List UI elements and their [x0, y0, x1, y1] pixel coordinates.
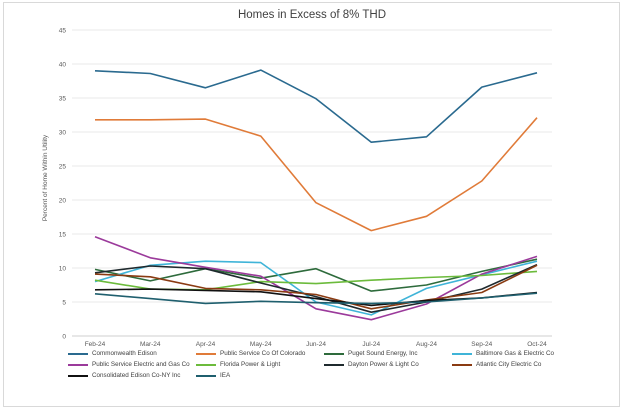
legend-swatch — [68, 352, 88, 355]
series-line-9 — [94, 292, 538, 305]
x-tick-label: Aug-24 — [416, 341, 437, 348]
x-tick-label: Mar-24 — [140, 341, 161, 348]
x-tick-label: May-24 — [250, 341, 272, 348]
legend-item: Consolidated Edison Co-NY Inc — [68, 372, 186, 379]
legend-item: Public Service Co Of Colorado — [196, 350, 314, 357]
legend: Commonwealth Edison Public Service Co Of … — [68, 350, 608, 379]
y-tick-label: 0 — [62, 333, 66, 340]
legend-item: Public Service Electric and Gas Co — [68, 361, 190, 368]
legend-item: Commonwealth Edison — [68, 350, 186, 357]
y-tick-label: 10 — [59, 265, 67, 272]
series-lines — [94, 69, 538, 321]
legend-swatch — [324, 363, 344, 366]
legend-label: Puget Sound Energy, Inc — [348, 350, 418, 357]
legend-item: Atlantic City Electric Co — [452, 361, 570, 368]
legend-item: Puget Sound Energy, Inc — [324, 350, 442, 357]
y-tick-label: 20 — [59, 197, 67, 204]
legend-item: Florida Power & Light — [196, 361, 314, 368]
y-tick-label: 35 — [59, 95, 67, 102]
legend-label: Consolidated Edison Co-NY Inc — [92, 372, 181, 379]
grid — [72, 29, 552, 337]
y-tick-label: 45 — [59, 27, 67, 34]
legend-label: Baltimore Gas & Electric Co — [476, 350, 555, 357]
legend-swatch — [196, 363, 216, 366]
series-line-4 — [94, 235, 538, 321]
legend-swatch — [452, 352, 472, 355]
legend-label: Commonwealth Edison — [92, 350, 157, 357]
series-line-7 — [94, 264, 538, 310]
legend-swatch — [324, 352, 344, 355]
series-line-6 — [94, 263, 538, 314]
y-tick-label: 5 — [62, 299, 66, 306]
y-tick-label: 30 — [59, 129, 67, 136]
legend-swatch — [452, 363, 472, 366]
x-tick-label: Jul-24 — [362, 341, 380, 348]
legend-item: Baltimore Gas & Electric Co — [452, 350, 570, 357]
legend-swatch — [196, 374, 216, 377]
legend-item: Dayton Power & Light Co — [324, 361, 442, 368]
legend-item: IEA — [196, 372, 314, 379]
legend-label: Public Service Co Of Colorado — [220, 350, 306, 357]
y-tick-label: 15 — [59, 231, 67, 238]
series-line-0 — [94, 69, 538, 143]
x-tick-label: Apr-24 — [196, 341, 216, 348]
x-tick-label: Feb-24 — [85, 341, 106, 348]
legend-label: IEA — [220, 372, 231, 379]
legend-swatch — [196, 352, 216, 355]
y-axis-label: Percent of Home Within Utility — [42, 134, 49, 221]
legend-swatch — [68, 363, 88, 366]
y-tick-label: 40 — [59, 61, 67, 68]
x-tick-label: Sep-24 — [471, 341, 492, 348]
legend-swatch — [68, 374, 88, 377]
legend-label: Florida Power & Light — [220, 361, 281, 368]
series-line-1 — [95, 117, 538, 232]
legend-label: Atlantic City Electric Co — [476, 361, 542, 368]
chart-title: Homes in Excess of 8% THD — [237, 9, 387, 21]
x-tick-label: Oct-24 — [527, 341, 547, 348]
legend-label: Dayton Power & Light Co — [348, 361, 419, 368]
legend-label: Public Service Electric and Gas Co — [92, 361, 190, 368]
y-tick-label: 25 — [59, 163, 67, 170]
chart-frame — [3, 2, 620, 407]
axis-ticks: 0 5 10 15 20 25 30 35 40 45 Feb-24 Mar-24 Apr-24 May-… — [59, 27, 547, 348]
x-tick-label: Jun-24 — [306, 341, 326, 348]
